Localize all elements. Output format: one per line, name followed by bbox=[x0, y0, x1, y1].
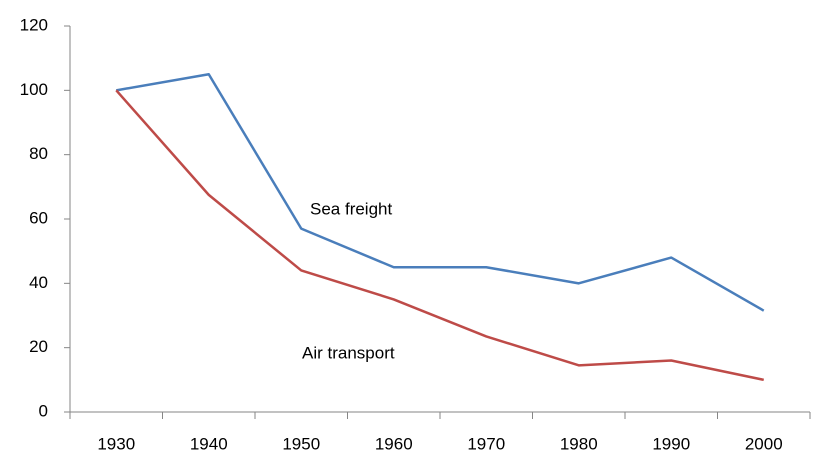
y-tick-label: 100 bbox=[20, 80, 48, 99]
series-label: Air transport bbox=[302, 343, 395, 362]
series-line bbox=[116, 73, 765, 312]
x-tick-label: 1930 bbox=[97, 434, 135, 453]
x-tick-label: 1970 bbox=[467, 434, 505, 453]
series-label: Sea freight bbox=[310, 199, 392, 218]
series-line bbox=[115, 89, 765, 382]
x-tick-label: 1950 bbox=[282, 434, 320, 453]
y-tick-label: 20 bbox=[29, 337, 48, 356]
y-tick-label: 60 bbox=[29, 208, 48, 227]
y-tick-label: 80 bbox=[29, 144, 48, 163]
x-tick-label: 1980 bbox=[560, 434, 598, 453]
x-tick-label: 2000 bbox=[745, 434, 783, 453]
x-tick-label: 1990 bbox=[652, 434, 690, 453]
y-tick-label: 40 bbox=[29, 273, 48, 292]
x-tick-label: 1940 bbox=[190, 434, 228, 453]
y-tick-label: 120 bbox=[20, 15, 48, 34]
y-tick-label: 0 bbox=[39, 401, 48, 420]
x-tick-label: 1960 bbox=[375, 434, 413, 453]
